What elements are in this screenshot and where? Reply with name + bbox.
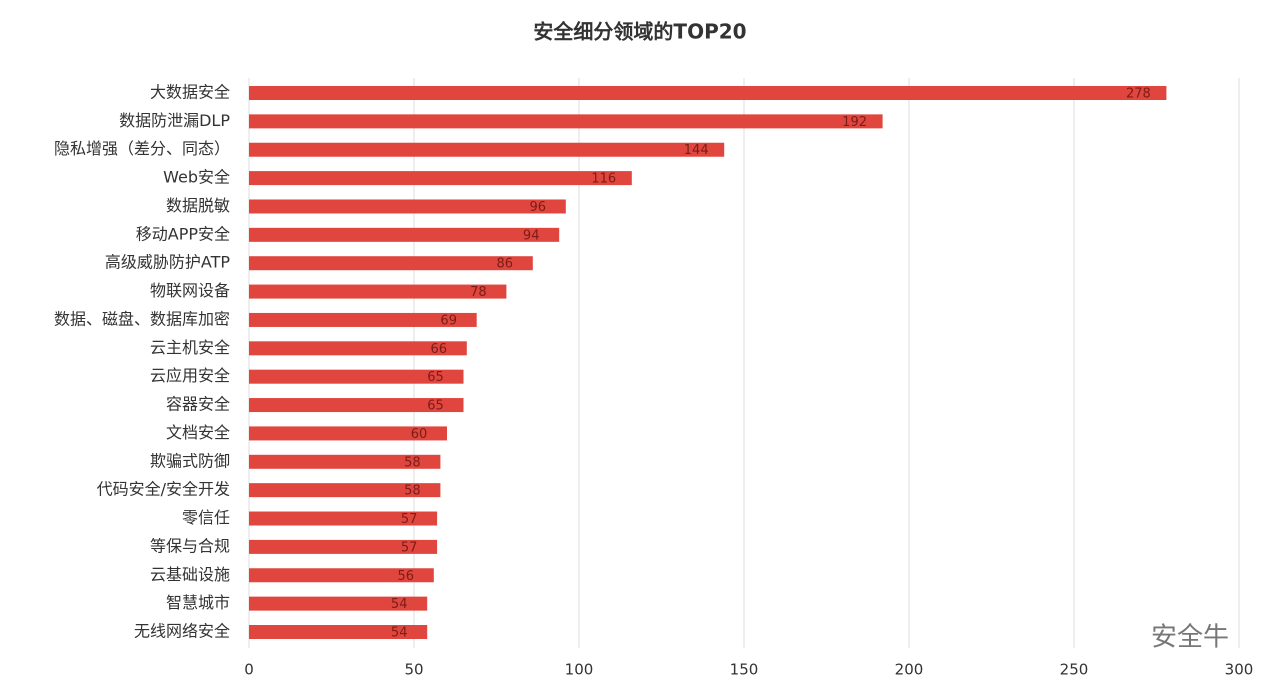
y-tick-label: 文档安全	[166, 423, 230, 442]
data-label: 57	[401, 512, 418, 527]
x-tick-label: 100	[565, 661, 594, 679]
bar	[249, 426, 447, 441]
data-label: 192	[842, 115, 867, 130]
bar	[249, 199, 566, 214]
y-tick-label: 隐私增强（差分、同态）	[54, 139, 230, 158]
watermark: 安全牛	[1151, 623, 1229, 653]
data-label: 58	[404, 455, 421, 470]
y-tick-label: Web安全	[163, 168, 230, 187]
bar	[249, 227, 560, 242]
bar	[249, 454, 441, 469]
x-tick-label: 0	[244, 661, 254, 679]
data-label: 278	[1126, 87, 1151, 102]
data-label: 78	[470, 285, 487, 300]
data-label: 66	[431, 342, 448, 357]
bar	[249, 398, 464, 413]
bar	[249, 568, 434, 583]
bar	[249, 511, 438, 526]
y-tick-label: 无线网络安全	[134, 622, 230, 641]
bar	[249, 86, 1167, 100]
y-tick-label: 高级威胁防护ATP	[105, 253, 230, 272]
data-label: 54	[391, 626, 408, 641]
y-tick-label: 云主机安全	[150, 338, 230, 357]
bar	[249, 114, 883, 129]
y-tick-label: 云应用安全	[150, 366, 230, 385]
y-tick-label: 代码安全/安全开发	[97, 480, 230, 499]
data-label: 56	[398, 569, 415, 584]
bar	[249, 596, 428, 611]
y-tick-label: 容器安全	[166, 395, 230, 414]
y-tick-label: 物联网设备	[150, 281, 230, 300]
bar	[249, 625, 428, 639]
data-label: 57	[401, 540, 418, 555]
y-tick-label: 欺骗式防御	[150, 451, 230, 470]
x-tick-label: 150	[730, 661, 759, 679]
bar	[249, 341, 467, 356]
x-tick-label: 200	[895, 661, 924, 679]
y-tick-label: 移动APP安全	[136, 224, 230, 243]
y-tick-label: 云基础设施	[150, 565, 230, 584]
bar	[249, 142, 725, 157]
data-label: 54	[391, 597, 408, 612]
data-label: 65	[427, 399, 444, 414]
data-label: 116	[591, 172, 616, 187]
y-tick-label: 等保与合规	[150, 536, 230, 555]
bar	[249, 369, 464, 384]
bar	[249, 256, 533, 271]
y-tick-label: 智慧城市	[166, 593, 230, 612]
bar	[249, 284, 507, 299]
y-tick-label: 数据、磁盘、数据库加密	[54, 309, 230, 328]
chart-title: 安全细分领域的TOP20	[533, 20, 746, 44]
data-label: 69	[440, 313, 457, 328]
bar	[249, 312, 477, 327]
data-label: 96	[530, 200, 547, 215]
y-tick-label: 数据脱敏	[166, 196, 230, 215]
y-tick-label: 大数据安全	[150, 83, 230, 102]
x-tick-label: 250	[1060, 661, 1089, 679]
data-label: 94	[523, 228, 540, 243]
bar	[249, 539, 438, 554]
bar	[249, 483, 441, 498]
x-tick-label: 300	[1225, 661, 1254, 679]
x-tick-label: 50	[404, 661, 423, 679]
y-tick-label: 数据防泄漏DLP	[119, 111, 230, 130]
data-label: 144	[684, 143, 709, 158]
data-label: 65	[427, 370, 444, 385]
data-label: 60	[411, 427, 428, 442]
bar	[249, 171, 632, 186]
y-tick-label: 零信任	[182, 508, 230, 527]
data-label: 86	[497, 257, 514, 272]
data-label: 58	[404, 484, 421, 499]
